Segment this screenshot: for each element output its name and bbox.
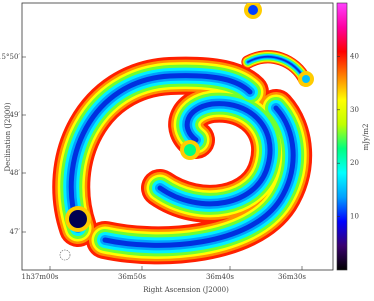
- y-tick-label: +15°50′: [0, 53, 20, 61]
- x-tick-label: 36m50s: [118, 273, 146, 281]
- y-tick-label: 48′: [10, 169, 21, 177]
- source: [69, 210, 87, 228]
- y-tick-label: 49′: [10, 111, 21, 119]
- spiral-arm: [157, 101, 273, 207]
- colorbar-tick-label: 40: [350, 52, 359, 60]
- x-tick-label: 36m40s: [206, 273, 234, 281]
- colorbar-label: mJy/m2: [362, 124, 370, 151]
- colorbar: [336, 2, 348, 271]
- x-tick-label: 36m30s: [278, 273, 306, 281]
- colorbar-tick-label: 20: [350, 159, 359, 167]
- galaxy-image: [52, 3, 314, 265]
- colorbar-tick-label: 10: [350, 213, 359, 221]
- colorbar-tick-label: 30: [350, 106, 359, 114]
- source: [302, 75, 310, 83]
- spiral-arm: [68, 73, 253, 231]
- source: [248, 5, 258, 15]
- y-tick-label: 47′: [10, 228, 21, 236]
- x-tick-label: 1h37m00s: [21, 273, 58, 281]
- y-axis-label: Declination (J2000): [4, 102, 12, 171]
- x-axis-label: Right Ascension (J2000): [143, 286, 229, 294]
- beam: [59, 249, 71, 261]
- spiral-arm: [102, 105, 296, 248]
- source: [184, 144, 196, 156]
